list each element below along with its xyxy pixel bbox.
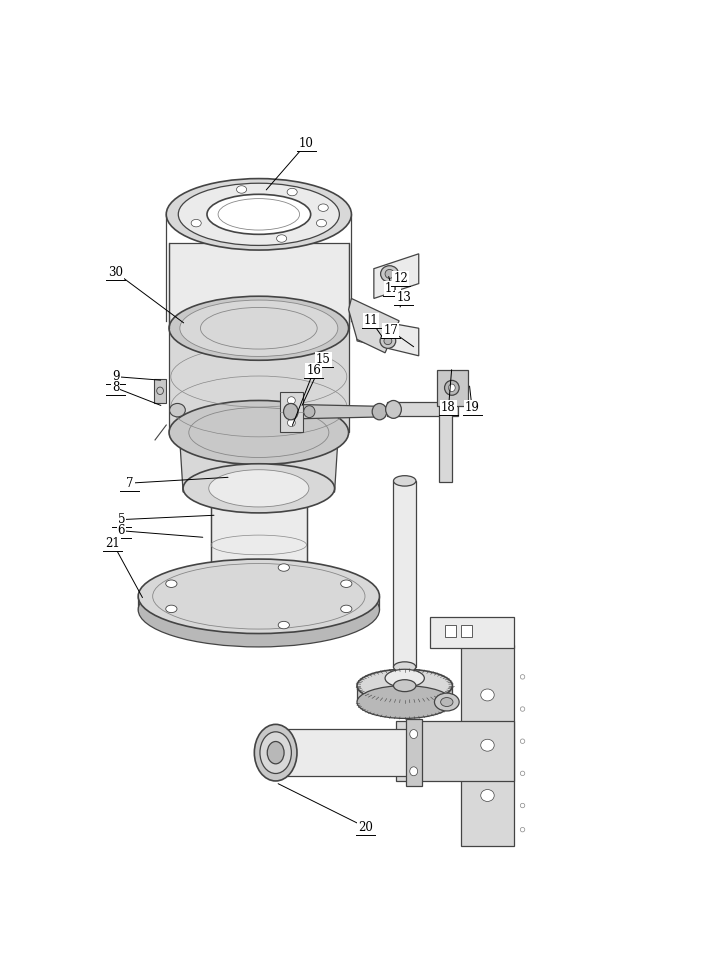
Ellipse shape xyxy=(278,622,290,629)
Polygon shape xyxy=(284,404,385,419)
Ellipse shape xyxy=(183,464,334,513)
Ellipse shape xyxy=(372,403,387,420)
Ellipse shape xyxy=(410,729,418,739)
Ellipse shape xyxy=(386,400,401,419)
Ellipse shape xyxy=(481,689,494,701)
Text: 30: 30 xyxy=(109,266,123,278)
Ellipse shape xyxy=(287,396,295,404)
Ellipse shape xyxy=(167,179,351,250)
Ellipse shape xyxy=(441,697,453,707)
Ellipse shape xyxy=(385,669,424,688)
Text: 6: 6 xyxy=(117,524,125,538)
Ellipse shape xyxy=(394,680,416,691)
Polygon shape xyxy=(439,404,452,483)
Polygon shape xyxy=(357,686,452,702)
Ellipse shape xyxy=(287,419,295,426)
Ellipse shape xyxy=(169,403,185,417)
Ellipse shape xyxy=(211,472,306,505)
Ellipse shape xyxy=(287,189,298,195)
Polygon shape xyxy=(387,402,458,416)
Text: 9: 9 xyxy=(112,370,119,383)
Ellipse shape xyxy=(180,300,338,357)
Text: 15: 15 xyxy=(316,353,331,366)
Bar xyxy=(460,626,472,637)
Ellipse shape xyxy=(318,204,328,212)
Ellipse shape xyxy=(341,605,352,613)
Text: 21: 21 xyxy=(106,537,120,550)
Ellipse shape xyxy=(357,669,452,702)
Text: 12: 12 xyxy=(393,272,408,285)
Ellipse shape xyxy=(303,406,315,418)
Ellipse shape xyxy=(178,183,340,246)
Ellipse shape xyxy=(380,334,396,348)
Ellipse shape xyxy=(434,693,459,711)
Bar xyxy=(437,370,468,406)
Polygon shape xyxy=(349,299,399,353)
Bar xyxy=(406,719,421,786)
Text: 11: 11 xyxy=(363,314,379,327)
Polygon shape xyxy=(169,328,349,432)
Ellipse shape xyxy=(394,661,416,672)
Ellipse shape xyxy=(448,384,455,392)
Ellipse shape xyxy=(254,724,297,781)
Ellipse shape xyxy=(385,270,394,278)
Polygon shape xyxy=(276,729,411,777)
Text: 7: 7 xyxy=(126,477,133,489)
Ellipse shape xyxy=(481,739,494,751)
Ellipse shape xyxy=(237,186,247,193)
Polygon shape xyxy=(138,597,379,610)
Text: 13: 13 xyxy=(396,291,411,305)
Ellipse shape xyxy=(316,220,327,227)
Ellipse shape xyxy=(481,789,494,802)
Ellipse shape xyxy=(381,266,398,282)
Ellipse shape xyxy=(410,767,418,776)
Text: 19: 19 xyxy=(465,401,479,415)
Text: 17: 17 xyxy=(383,324,398,337)
Bar xyxy=(396,721,514,781)
Ellipse shape xyxy=(166,605,177,613)
Bar xyxy=(280,392,303,432)
Bar xyxy=(430,617,514,649)
Text: 11: 11 xyxy=(385,282,400,295)
Ellipse shape xyxy=(260,732,291,774)
Ellipse shape xyxy=(394,476,416,486)
Ellipse shape xyxy=(138,559,379,633)
Ellipse shape xyxy=(169,296,349,361)
Ellipse shape xyxy=(341,580,352,587)
Ellipse shape xyxy=(357,686,452,718)
Ellipse shape xyxy=(277,235,287,242)
Polygon shape xyxy=(357,317,418,356)
Text: 5: 5 xyxy=(117,513,125,526)
Ellipse shape xyxy=(267,742,284,764)
Ellipse shape xyxy=(209,470,309,507)
Polygon shape xyxy=(211,488,306,590)
Ellipse shape xyxy=(138,572,379,647)
Ellipse shape xyxy=(191,220,201,227)
Text: 20: 20 xyxy=(358,821,373,834)
Polygon shape xyxy=(180,432,338,492)
Polygon shape xyxy=(394,481,416,667)
Text: 8: 8 xyxy=(112,381,119,395)
Text: 16: 16 xyxy=(306,365,321,377)
Ellipse shape xyxy=(207,194,311,234)
Text: 10: 10 xyxy=(299,137,314,150)
Text: 18: 18 xyxy=(441,401,456,415)
Ellipse shape xyxy=(284,403,298,420)
Bar xyxy=(154,379,167,402)
Polygon shape xyxy=(169,243,349,328)
Ellipse shape xyxy=(166,580,177,587)
Ellipse shape xyxy=(169,400,349,464)
Bar xyxy=(460,645,514,846)
Ellipse shape xyxy=(445,380,459,396)
Ellipse shape xyxy=(278,564,290,571)
Polygon shape xyxy=(374,253,418,299)
Ellipse shape xyxy=(384,337,392,344)
Bar xyxy=(445,626,456,637)
